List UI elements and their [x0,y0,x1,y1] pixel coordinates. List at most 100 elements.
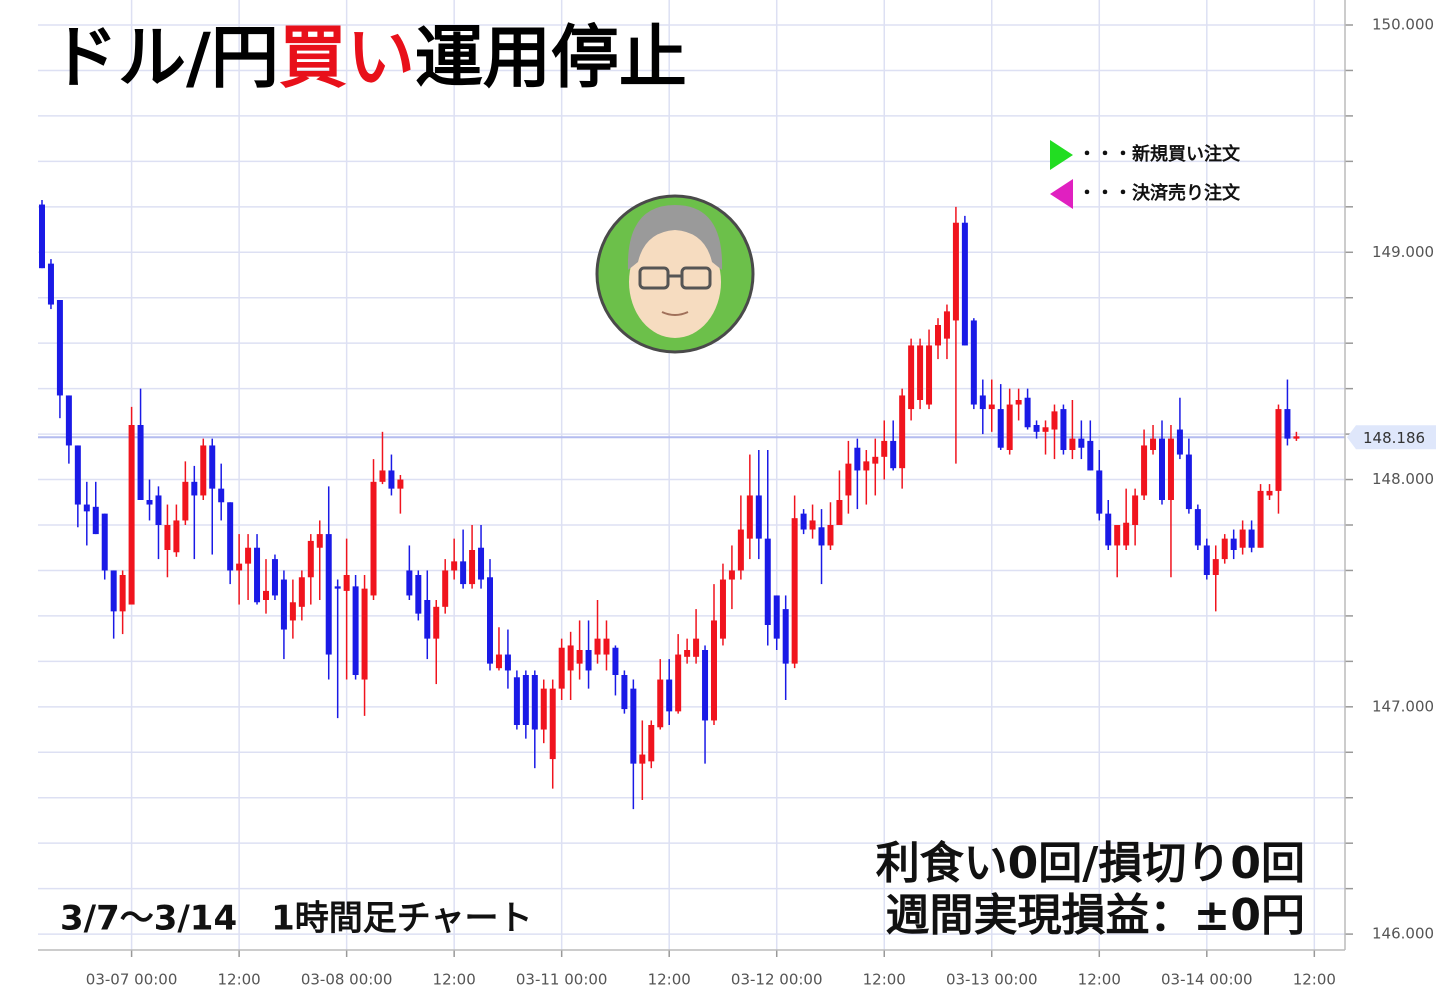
candle-body [236,563,243,571]
candle-body [836,500,843,525]
candle-body [460,561,467,585]
x-tick-label: 12:00 [218,971,261,989]
candle-body [513,677,520,725]
candle-body [1150,438,1157,450]
candle-body [65,395,72,446]
candle-body [39,204,45,269]
candle-body [1051,411,1058,430]
candle-body [675,654,682,712]
candle-body [845,463,852,496]
y-tick-label: 150.000 [1372,16,1434,34]
candle-body [755,495,762,539]
candle-body [773,595,780,639]
candle-body [370,481,377,596]
candle-body [164,525,171,550]
y-tick-label: 147.000 [1372,697,1434,715]
candle-body [1087,440,1094,471]
candle-body [1132,495,1139,525]
candle-body [1024,397,1031,428]
candle-body [531,675,538,730]
candle-body [540,688,547,730]
candle-body [1033,425,1040,432]
current-price-box [1347,425,1436,450]
candle-body [621,675,628,710]
candle-body [254,547,261,603]
x-tick-label: 03-12 00:00 [731,971,823,989]
subtitle: 3/7～3/14 1時間足チャート [60,899,532,939]
candle-body [271,559,278,596]
candle-body [800,513,807,530]
legend-marker [1050,140,1073,170]
candle-body [693,638,700,657]
candle-body [558,647,565,689]
candle-body [298,577,305,607]
candle-body [979,395,986,410]
candle-body [1212,559,1219,575]
candle-body [47,263,54,305]
candle-body [1060,409,1067,450]
candle-body [56,300,63,396]
candle-body [854,447,861,471]
candle-body [1096,470,1103,514]
legend-label: ・・・決済売り注文 [1078,182,1241,204]
candle-body [827,525,834,546]
candle-body [1194,509,1201,546]
candle-body [343,575,350,591]
candle-body [415,575,422,614]
candle-body [200,445,207,496]
candle-body [648,725,655,762]
candle-body [764,538,771,625]
candle-body [952,222,959,321]
candle-body [218,488,225,503]
candle-body [791,518,798,664]
candle-body [289,602,296,621]
x-tick-label: 03-11 00:00 [516,971,608,989]
candle-body [711,620,717,721]
candle-body [1221,538,1228,560]
candle-body [1185,454,1192,510]
candle-body [863,461,870,471]
candle-body [1176,429,1183,455]
title-highlight: 買い [279,19,415,98]
candle-body [585,650,592,671]
candle-body [1159,438,1165,500]
candle-body [881,440,888,457]
candle-body [1042,427,1049,432]
candle-body [424,600,431,639]
x-tick-label: 12:00 [1078,971,1121,989]
candle-body [155,495,162,525]
candle-body [809,520,816,530]
x-tick-label: 03-07 00:00 [86,971,178,989]
candle-body [137,425,144,500]
candle-body [818,527,825,546]
chart-title: ドル/円買い運用停止 [50,19,687,98]
candle-body [1141,445,1148,496]
candle-body [666,679,673,712]
candle-body [478,547,485,580]
candle-body [1257,490,1264,548]
candle-body [926,345,933,405]
candle-body [361,588,368,680]
candle-body [1266,490,1273,496]
candle-body [702,650,709,721]
candle-body [1293,436,1300,439]
candle-body [397,479,404,489]
candle-body [451,561,458,571]
x-tick-label: 12:00 [1293,971,1336,989]
candle-body [442,570,449,607]
candle-body [908,345,915,410]
title-part: ドル/円 [50,19,279,98]
candle-body [379,470,386,482]
candle-body [227,502,234,571]
candle-body [316,534,323,548]
candle-body [737,529,744,571]
candle-body [630,688,637,764]
x-tick-label: 12:00 [863,971,906,989]
candle-body [684,650,691,657]
candle-body [719,579,726,639]
candle-body [1239,529,1246,548]
candle-body [1275,409,1282,491]
candle-body [576,650,583,664]
candle-body [334,586,341,589]
